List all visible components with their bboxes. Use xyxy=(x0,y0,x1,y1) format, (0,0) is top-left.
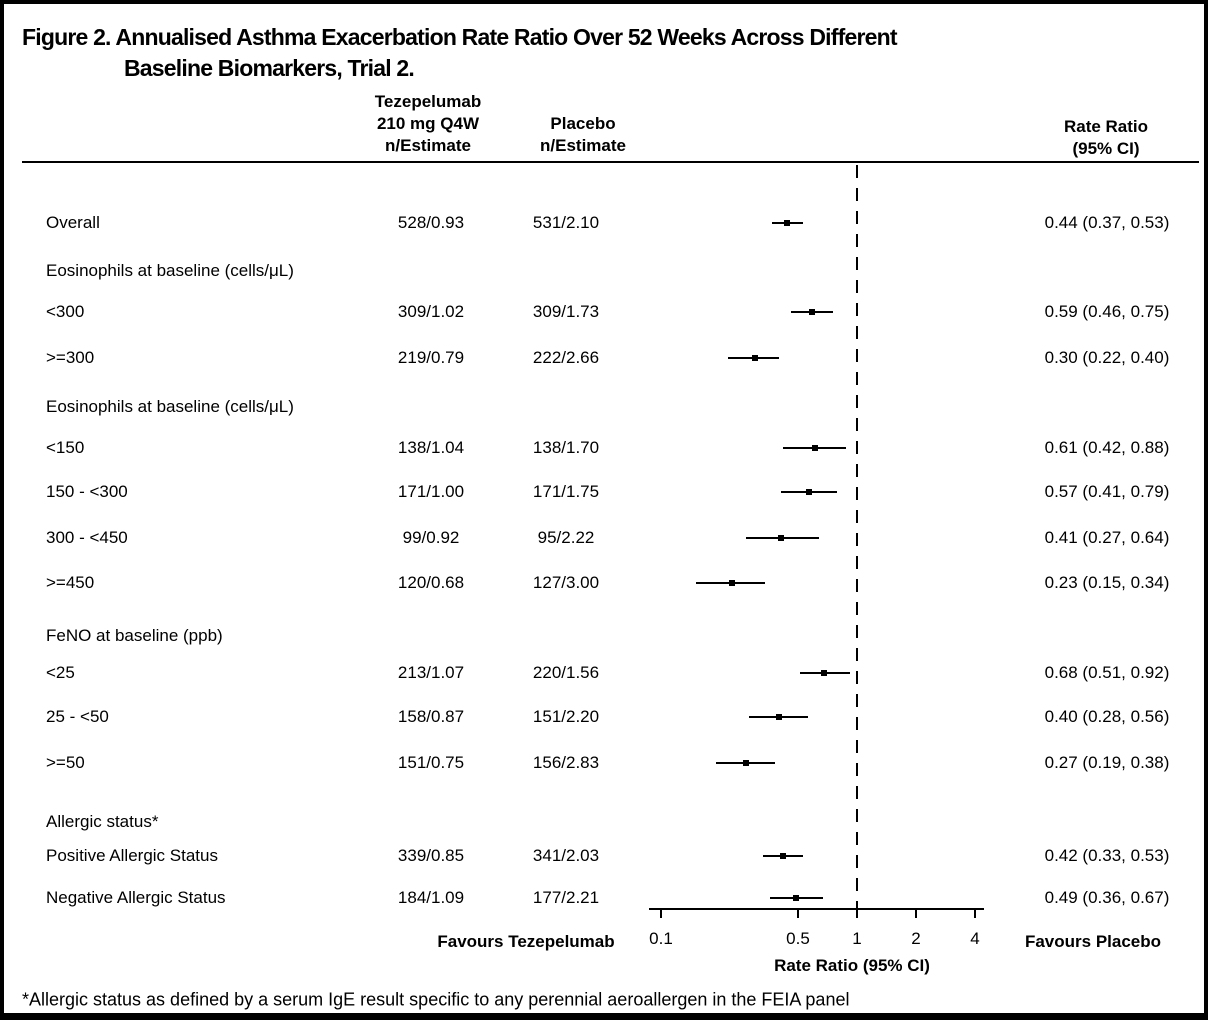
placebo-value: 177/2.21 xyxy=(532,888,600,907)
rate-ratio-header-line2: (95% CI) xyxy=(1072,139,1140,158)
axis-title: Rate Ratio (95% CI) xyxy=(774,956,930,975)
point-marker xyxy=(809,309,816,315)
rate-ratio-value: 0.49 (0.36, 0.67) xyxy=(1044,888,1170,907)
axis-tick xyxy=(974,910,976,918)
column-header-rate-ratio: Rate Ratio (95% CI) xyxy=(1064,116,1148,160)
tezepelumab-value: 151/0.75 xyxy=(397,753,465,772)
tezepelumab-header-line1: Tezepelumab xyxy=(374,92,482,111)
reference-line xyxy=(856,165,858,908)
rate-ratio-value: 0.27 (0.19, 0.38) xyxy=(1044,753,1170,772)
tezepelumab-header-line2: 210 mg Q4W xyxy=(376,114,480,133)
placebo-header-line1: Placebo xyxy=(550,114,616,133)
axis-tick-label: 2 xyxy=(911,929,921,948)
favours-placebo-label: Favours Placebo xyxy=(1024,932,1162,951)
placebo-value: 220/1.56 xyxy=(532,663,600,682)
point-marker xyxy=(811,445,818,451)
tezepelumab-value: 99/0.92 xyxy=(402,528,460,547)
placebo-header-line2: n/Estimate xyxy=(540,136,626,155)
row-label: Negative Allergic Status xyxy=(46,888,226,907)
rate-ratio-value: 0.41 (0.27, 0.64) xyxy=(1044,528,1170,547)
row-label: 150 - <300 xyxy=(46,482,128,501)
tezepelumab-value: 138/1.04 xyxy=(397,438,465,457)
column-header-placebo: Placebo n/Estimate xyxy=(540,113,626,157)
point-marker xyxy=(751,355,758,361)
point-marker xyxy=(742,760,749,766)
favours-tezepelumab-label: Favours Tezepelumab xyxy=(437,932,615,951)
placebo-value: 156/2.83 xyxy=(532,753,600,772)
footnote: *Allergic status as defined by a serum I… xyxy=(22,989,850,1010)
tezepelumab-value: 528/0.93 xyxy=(397,213,465,232)
rate-ratio-value: 0.68 (0.51, 0.92) xyxy=(1044,663,1170,682)
rate-ratio-value: 0.57 (0.41, 0.79) xyxy=(1044,482,1170,501)
rate-ratio-value: 0.59 (0.46, 0.75) xyxy=(1044,302,1170,321)
figure-title-line1: Figure 2. Annualised Asthma Exacerbation… xyxy=(22,24,898,50)
axis-line xyxy=(649,908,984,910)
axis-tick xyxy=(796,910,799,918)
placebo-value: 309/1.73 xyxy=(532,302,600,321)
figure-title: Figure 2. Annualised Asthma Exacerbation… xyxy=(22,22,898,84)
section-label: FeNO at baseline (ppb) xyxy=(46,626,223,645)
axis-tick-label: 1 xyxy=(852,929,862,948)
column-header-tezepelumab: Tezepelumab 210 mg Q4W n/Estimate xyxy=(375,91,481,157)
row-label: Positive Allergic Status xyxy=(46,846,218,865)
point-marker xyxy=(780,853,787,859)
tezepelumab-value: 184/1.09 xyxy=(397,888,465,907)
section-label: Allergic status* xyxy=(46,812,159,831)
tezepelumab-value: 158/0.87 xyxy=(397,707,465,726)
axis-tick xyxy=(856,910,858,918)
placebo-value: 341/2.03 xyxy=(532,846,600,865)
placebo-value: 222/2.66 xyxy=(532,348,600,367)
axis-tick xyxy=(660,910,662,918)
point-marker xyxy=(793,895,800,901)
row-label: 300 - <450 xyxy=(46,528,128,547)
rate-ratio-value: 0.44 (0.37, 0.53) xyxy=(1044,213,1170,232)
point-marker xyxy=(776,714,782,720)
rate-ratio-header-line1: Rate Ratio xyxy=(1063,117,1149,136)
rate-ratio-value: 0.30 (0.22, 0.40) xyxy=(1044,348,1170,367)
axis-tick-label: 0.5 xyxy=(786,929,810,948)
point-marker xyxy=(778,535,785,541)
section-label: Eosinophils at baseline (cells/μL) xyxy=(46,261,294,280)
placebo-value: 127/3.00 xyxy=(532,573,600,592)
tezepelumab-value: 213/1.07 xyxy=(397,663,465,682)
placebo-value: 151/2.20 xyxy=(532,707,600,726)
row-label: <150 xyxy=(46,438,85,457)
rate-ratio-value: 0.23 (0.15, 0.34) xyxy=(1044,573,1170,592)
header-rule xyxy=(22,161,1199,163)
tezepelumab-value: 309/1.02 xyxy=(397,302,465,321)
tezepelumab-value: 219/0.79 xyxy=(397,348,465,367)
placebo-value: 171/1.75 xyxy=(532,482,600,501)
tezepelumab-header-line3: n/Estimate xyxy=(385,136,471,155)
row-label: <300 xyxy=(46,302,85,321)
axis-tick-label: 0.1 xyxy=(649,929,673,948)
axis-tick xyxy=(915,910,917,918)
row-label: >=300 xyxy=(46,348,95,367)
tezepelumab-value: 120/0.68 xyxy=(397,573,465,592)
placebo-value: 531/2.10 xyxy=(532,213,600,232)
row-label: Overall xyxy=(46,213,100,232)
row-label: >=50 xyxy=(46,753,85,772)
point-marker xyxy=(784,220,791,226)
axis-tick-label: 4 xyxy=(970,929,980,948)
point-marker xyxy=(728,580,735,586)
rate-ratio-value: 0.61 (0.42, 0.88) xyxy=(1044,438,1170,457)
section-label: Eosinophils at baseline (cells/μL) xyxy=(46,397,294,416)
figure-title-line2: Baseline Biomarkers, Trial 2. xyxy=(124,55,415,81)
placebo-value: 138/1.70 xyxy=(532,438,600,457)
row-label: >=450 xyxy=(46,573,95,592)
tezepelumab-value: 339/0.85 xyxy=(397,846,465,865)
row-label: <25 xyxy=(46,663,75,682)
point-marker xyxy=(821,670,828,676)
row-label: 25 - <50 xyxy=(46,707,109,726)
tezepelumab-value: 171/1.00 xyxy=(397,482,465,501)
rate-ratio-value: 0.40 (0.28, 0.56) xyxy=(1044,707,1170,726)
point-marker xyxy=(806,489,813,495)
placebo-value: 95/2.22 xyxy=(537,528,595,547)
rate-ratio-value: 0.42 (0.33, 0.53) xyxy=(1044,846,1170,865)
